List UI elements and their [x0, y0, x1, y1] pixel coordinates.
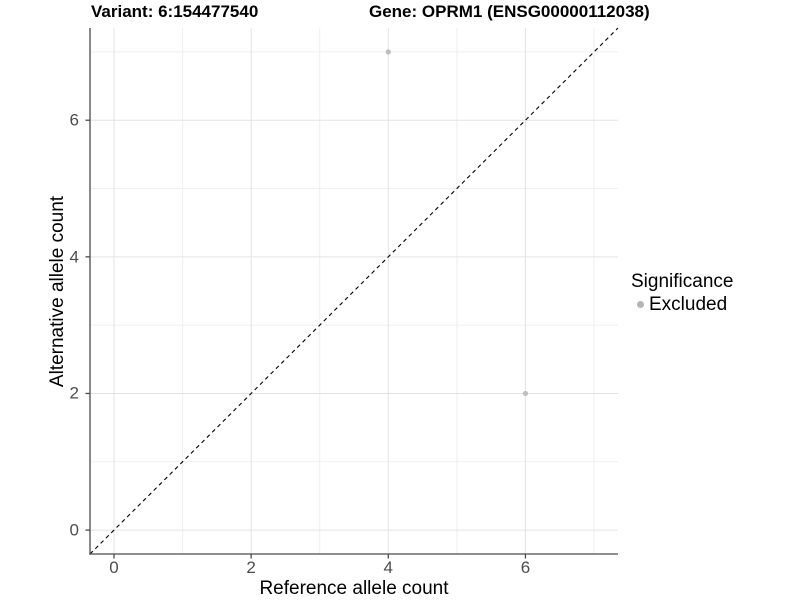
legend-item-label: Excluded	[649, 294, 728, 315]
legend-point-icon	[637, 301, 644, 308]
data-point	[385, 49, 391, 55]
legend: Significance Excluded	[631, 272, 733, 314]
y-axis-tick-label: 4	[69, 247, 79, 267]
y-axis-title: Alternative allele count	[47, 195, 69, 387]
plot-canvas	[85, 27, 619, 559]
plot-panel	[85, 27, 619, 559]
legend-title: Significance	[631, 271, 734, 292]
x-axis-tick-label: 0	[109, 558, 119, 577]
y-axis-tick-label: 2	[69, 383, 79, 403]
plot-title-gene: Gene: OPRM1 (ENSG00000112038)	[369, 2, 650, 21]
data-point	[522, 390, 529, 397]
x-axis-tick-label: 4	[383, 558, 394, 577]
y-axis-tick-label: 6	[69, 110, 79, 130]
legend-item-excluded: Excluded	[631, 295, 733, 314]
x-axis-tick-label: 2	[246, 558, 256, 577]
y-axis-tick-label: 0	[69, 520, 79, 540]
plot-title-variant: Variant: 6:154477540	[91, 2, 259, 21]
identity-line	[89, 27, 619, 555]
x-axis-tick-label: 6	[520, 558, 531, 577]
x-axis-title: Reference allele count	[259, 578, 449, 599]
y-axis-title-wrap: Alternative allele count	[47, 28, 69, 554]
